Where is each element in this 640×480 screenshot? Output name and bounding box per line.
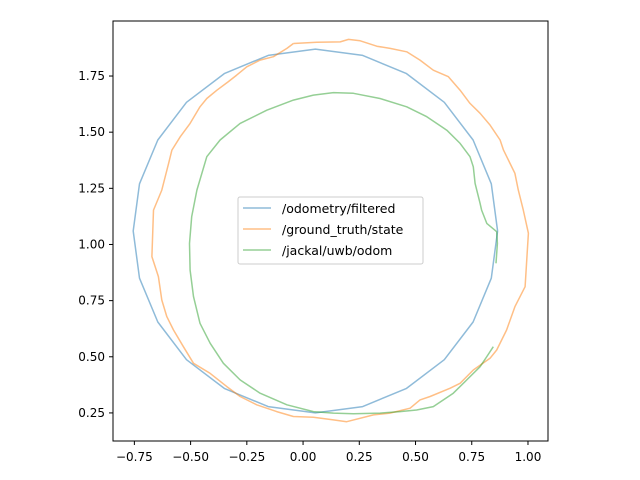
x-tick-label: −0.25 bbox=[228, 450, 265, 464]
y-tick: 0.25 bbox=[78, 406, 113, 420]
legend-entry: /jackal/uwb/odom bbox=[243, 243, 392, 258]
y-tick-label: 1.75 bbox=[78, 69, 105, 83]
legend-label: /jackal/uwb/odom bbox=[282, 243, 392, 258]
legend-box bbox=[237, 196, 424, 265]
x-tick-label: −0.75 bbox=[116, 450, 153, 464]
x-tick: −0.25 bbox=[228, 441, 265, 464]
x-tick: 0.50 bbox=[402, 441, 429, 464]
y-tick-label: 0.25 bbox=[78, 406, 105, 420]
x-tick: 1.00 bbox=[515, 441, 542, 464]
y-tick-label: 0.75 bbox=[78, 294, 105, 308]
x-tick-label: 1.00 bbox=[515, 450, 542, 464]
y-tick-label: 1.25 bbox=[78, 181, 105, 195]
y-tick-label: 1.50 bbox=[78, 125, 105, 139]
legend-entry: /ground_truth/state bbox=[243, 222, 404, 237]
axes-frame bbox=[112, 20, 549, 442]
x-tick: 0.75 bbox=[458, 441, 485, 464]
x-tick-label: 0.75 bbox=[458, 450, 485, 464]
series-line-odometry-filtered bbox=[132, 48, 499, 414]
legend-entry: /odometry/filtered bbox=[243, 201, 395, 216]
y-tick: 1.00 bbox=[78, 237, 113, 251]
legend-label: /ground_truth/state bbox=[282, 222, 404, 237]
x-tick: −0.75 bbox=[116, 441, 153, 464]
y-tick: 1.50 bbox=[78, 125, 113, 139]
series-layer bbox=[132, 38, 530, 423]
x-axis: −0.75 −0.50 −0.25 0.00 0.25 0.50 0.75 1.00 bbox=[116, 441, 541, 464]
x-tick-label: −0.50 bbox=[172, 450, 209, 464]
legend-label: /odometry/filtered bbox=[282, 201, 395, 216]
x-tick-label: 0.00 bbox=[290, 450, 317, 464]
x-tick: 0.25 bbox=[346, 441, 373, 464]
y-tick: 0.75 bbox=[78, 294, 113, 308]
legend: /odometry/filtered/ground_truth/state/ja… bbox=[237, 196, 424, 265]
y-tick-label: 0.50 bbox=[78, 350, 105, 364]
y-tick: 1.25 bbox=[78, 181, 113, 195]
y-tick: 1.75 bbox=[78, 69, 113, 83]
y-tick: 0.50 bbox=[78, 350, 113, 364]
y-tick-label: 1.00 bbox=[78, 237, 105, 251]
x-tick-label: 0.50 bbox=[402, 450, 429, 464]
series-line-jackal-uwb-odom bbox=[188, 91, 499, 415]
x-tick-label: 0.25 bbox=[346, 450, 373, 464]
x-tick: −0.50 bbox=[172, 441, 209, 464]
x-tick: 0.00 bbox=[290, 441, 317, 464]
y-axis: 0.25 0.50 0.75 1.00 1.25 1.50 1.75 bbox=[78, 69, 113, 420]
series-line-ground-truth-state bbox=[151, 38, 530, 423]
